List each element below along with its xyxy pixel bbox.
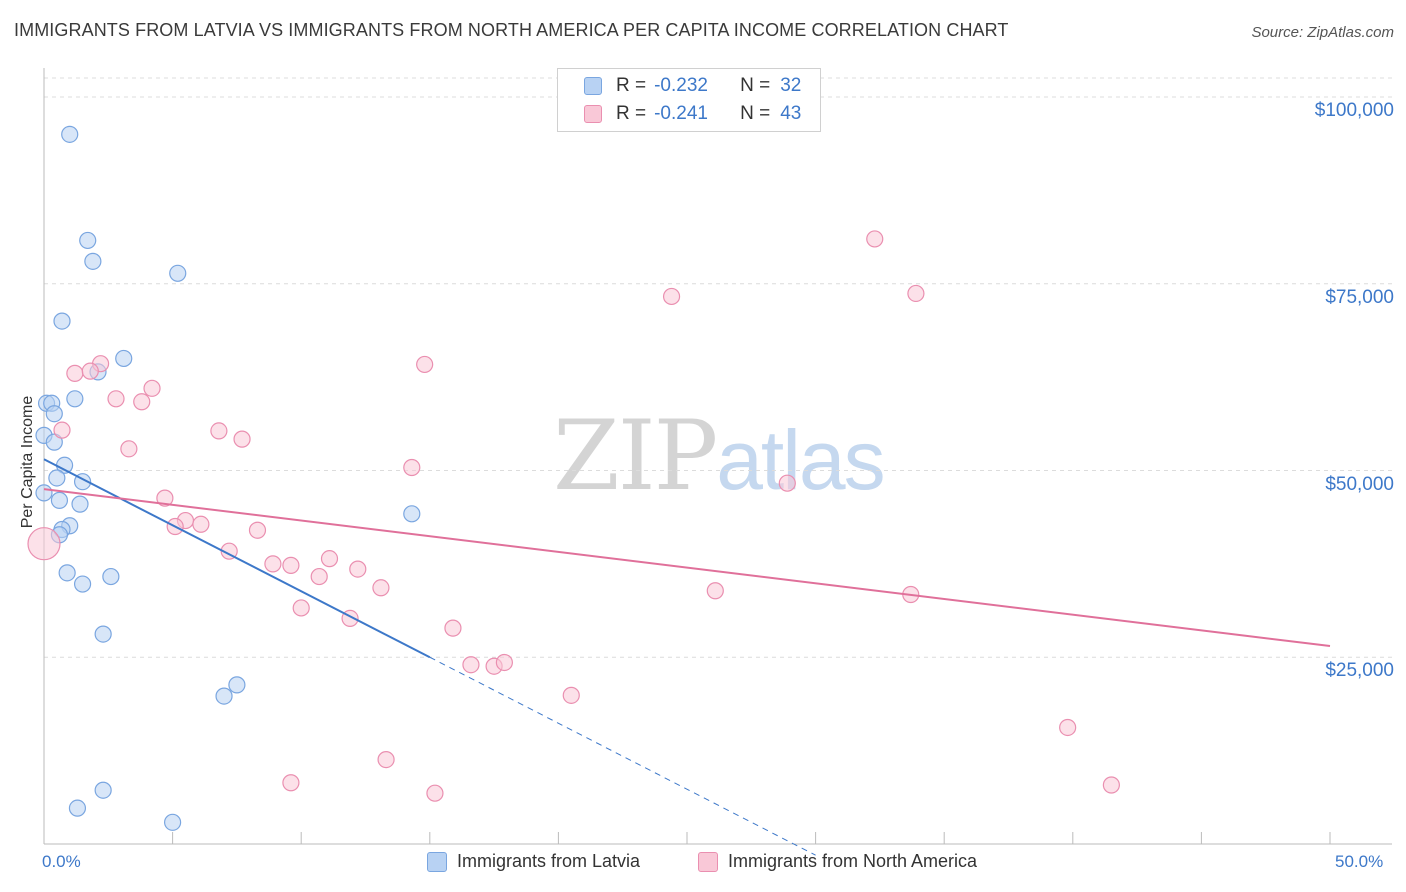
latvia-point (79, 231, 97, 250)
north-america-point (426, 784, 444, 802)
north-america-point (210, 422, 228, 440)
north-america-point (662, 287, 681, 306)
north-america-swatch (584, 105, 602, 123)
north-america-point (81, 362, 99, 380)
r-key: R = (616, 75, 647, 96)
y-tick-label: $75,000 (1325, 286, 1394, 308)
latvia-point (35, 484, 53, 502)
latvia-point (68, 799, 87, 817)
latvia-point (169, 264, 187, 282)
latvia-point (50, 491, 69, 509)
north-america-point (248, 521, 267, 539)
latvia-point (164, 813, 182, 831)
latvia-trend-extension (429, 656, 816, 856)
watermark-atlas: atlas (716, 413, 885, 507)
y-tick-label: $50,000 (1325, 473, 1394, 495)
legend-item-latvia[interactable]: Immigrants from Latvia (427, 851, 640, 872)
latvia-point (84, 252, 102, 270)
latvia-point (53, 312, 71, 330)
north-america-point (907, 284, 925, 303)
north-america-point (403, 458, 421, 477)
latvia-point (94, 781, 112, 799)
north-america-point (233, 430, 251, 448)
north-america-point (282, 774, 300, 792)
north-america-point (462, 656, 480, 674)
latvia-point (228, 676, 246, 694)
r-key: R = (616, 103, 647, 124)
latvia-point (48, 469, 66, 487)
latvia-point (45, 405, 63, 423)
north-america-point (1059, 718, 1077, 737)
legend-item-north-america[interactable]: Immigrants from North America (698, 851, 977, 872)
latvia-point (73, 575, 92, 593)
latvia-legend-swatch (427, 851, 447, 872)
watermark-zip: ZIP (553, 400, 718, 512)
zipatlas-watermark: ZIPatlas (553, 400, 886, 512)
north-america-point (349, 560, 367, 578)
north-america-point (320, 550, 339, 568)
latvia-point (58, 564, 76, 582)
north-america-point (107, 390, 125, 408)
x-tick-label-min: 0.0% (42, 852, 81, 871)
latvia-legend-label: Immigrants from Latvia (457, 851, 641, 871)
r-value-north-america: -0.241 (654, 103, 708, 124)
north-america-point (156, 489, 174, 507)
latvia-point (102, 567, 120, 586)
north-america-point (778, 474, 796, 492)
north-america-legend-label: Immigrants from North America (728, 851, 978, 871)
latvia-point (215, 687, 233, 705)
legend-row-latvia: R = -0.232 N = 32 (584, 73, 801, 99)
north-america-point (706, 582, 724, 600)
north-america-point (377, 750, 395, 769)
legend-row-north-america: R = -0.241 N = 43 (584, 101, 801, 127)
north-america-point (866, 230, 884, 248)
r-value-latvia: -0.232 (654, 75, 708, 96)
latvia-point (66, 390, 84, 408)
north-america-point (66, 364, 84, 382)
chart-title: IMMIGRANTS FROM LATVIA VS IMMIGRANTS FRO… (14, 20, 1009, 40)
y-tick-label: $100,000 (1314, 100, 1394, 121)
n-value-latvia: 32 (780, 75, 802, 96)
n-value-north-america: 43 (780, 103, 802, 124)
north-america-point (264, 555, 282, 573)
latvia-point (115, 349, 133, 368)
north-america-point (53, 421, 71, 439)
x-tick-label-max: 50.0% (1335, 852, 1384, 871)
north-america-point (292, 599, 310, 617)
north-america-point (133, 393, 151, 411)
correlation-legend: R = -0.232 N = 32 R = -0.241 N = 43 (557, 68, 821, 132)
north-america-point (143, 379, 161, 397)
chart-source: Source: ZipAtlas.com (1251, 24, 1394, 41)
north-america-point (282, 556, 300, 574)
latvia-point (71, 495, 89, 513)
north-america-legend-swatch (698, 851, 718, 872)
north-america-point (27, 527, 61, 561)
latvia-trend-line (43, 458, 431, 659)
north-america-point (444, 619, 462, 637)
north-america-point (562, 686, 580, 704)
north-america-point (416, 355, 434, 374)
latvia-point (61, 125, 79, 143)
n-key: N = (740, 103, 771, 124)
latvia-point (45, 433, 63, 451)
latvia-point (94, 625, 112, 643)
north-america-point (310, 567, 328, 586)
north-america-point (495, 653, 513, 672)
north-america-point (372, 579, 390, 597)
n-key: N = (740, 75, 771, 96)
latvia-point (403, 505, 421, 523)
north-america-point (120, 440, 138, 458)
north-america-trend-line (43, 488, 1331, 648)
y-tick-label: $25,000 (1325, 660, 1394, 682)
north-america-point (192, 515, 210, 533)
latvia-swatch (584, 77, 602, 95)
north-america-point (1102, 776, 1120, 794)
